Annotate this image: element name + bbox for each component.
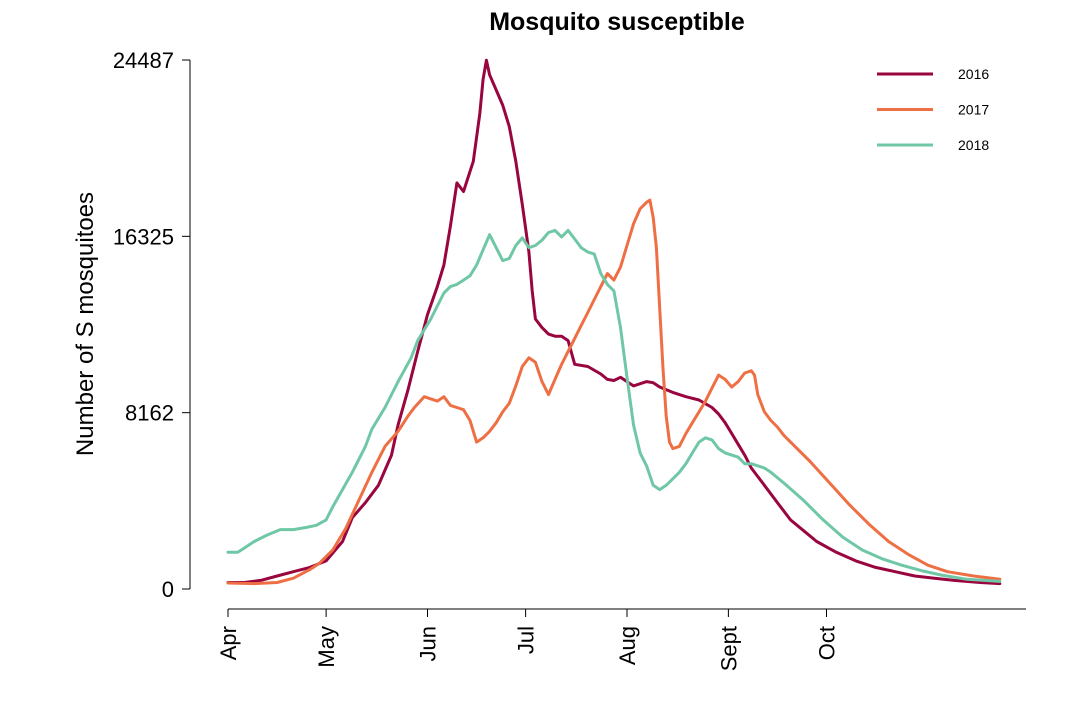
- series-group: [226, 58, 1002, 586]
- x-tick-label: Jul: [514, 626, 539, 654]
- x-tick-label: May: [314, 626, 339, 668]
- y-axis-label: Number of S mosquitoes: [72, 192, 99, 456]
- legend-label-2016: 2016: [958, 66, 989, 82]
- y-tick-label: 0: [162, 577, 174, 602]
- y-tick-label: 16325: [113, 224, 174, 249]
- x-tick-label: Aug: [615, 626, 640, 665]
- legend-label-2017: 2017: [958, 102, 989, 118]
- x-tick-label: Jun: [416, 626, 441, 661]
- x-tick-label: Oct: [815, 626, 840, 660]
- chart-title: Mosquito susceptible: [489, 8, 745, 36]
- x-axis-ticks: Apr May Jun Jul Aug Sept Oct: [216, 609, 840, 671]
- legend: 2016 2017 2018: [877, 66, 989, 153]
- y-tick-label: 24487: [113, 48, 174, 73]
- series-line-2017: [226, 198, 1002, 586]
- series-line-2016: [226, 58, 1002, 586]
- legend-label-2018: 2018: [958, 137, 989, 153]
- y-tick-label: 8162: [125, 401, 174, 426]
- x-tick-label: Sept: [716, 626, 741, 671]
- series-line-2018: [226, 228, 1002, 583]
- y-axis-ticks: 0 8162 16325 24487: [113, 48, 190, 602]
- x-tick-label: Apr: [216, 626, 241, 660]
